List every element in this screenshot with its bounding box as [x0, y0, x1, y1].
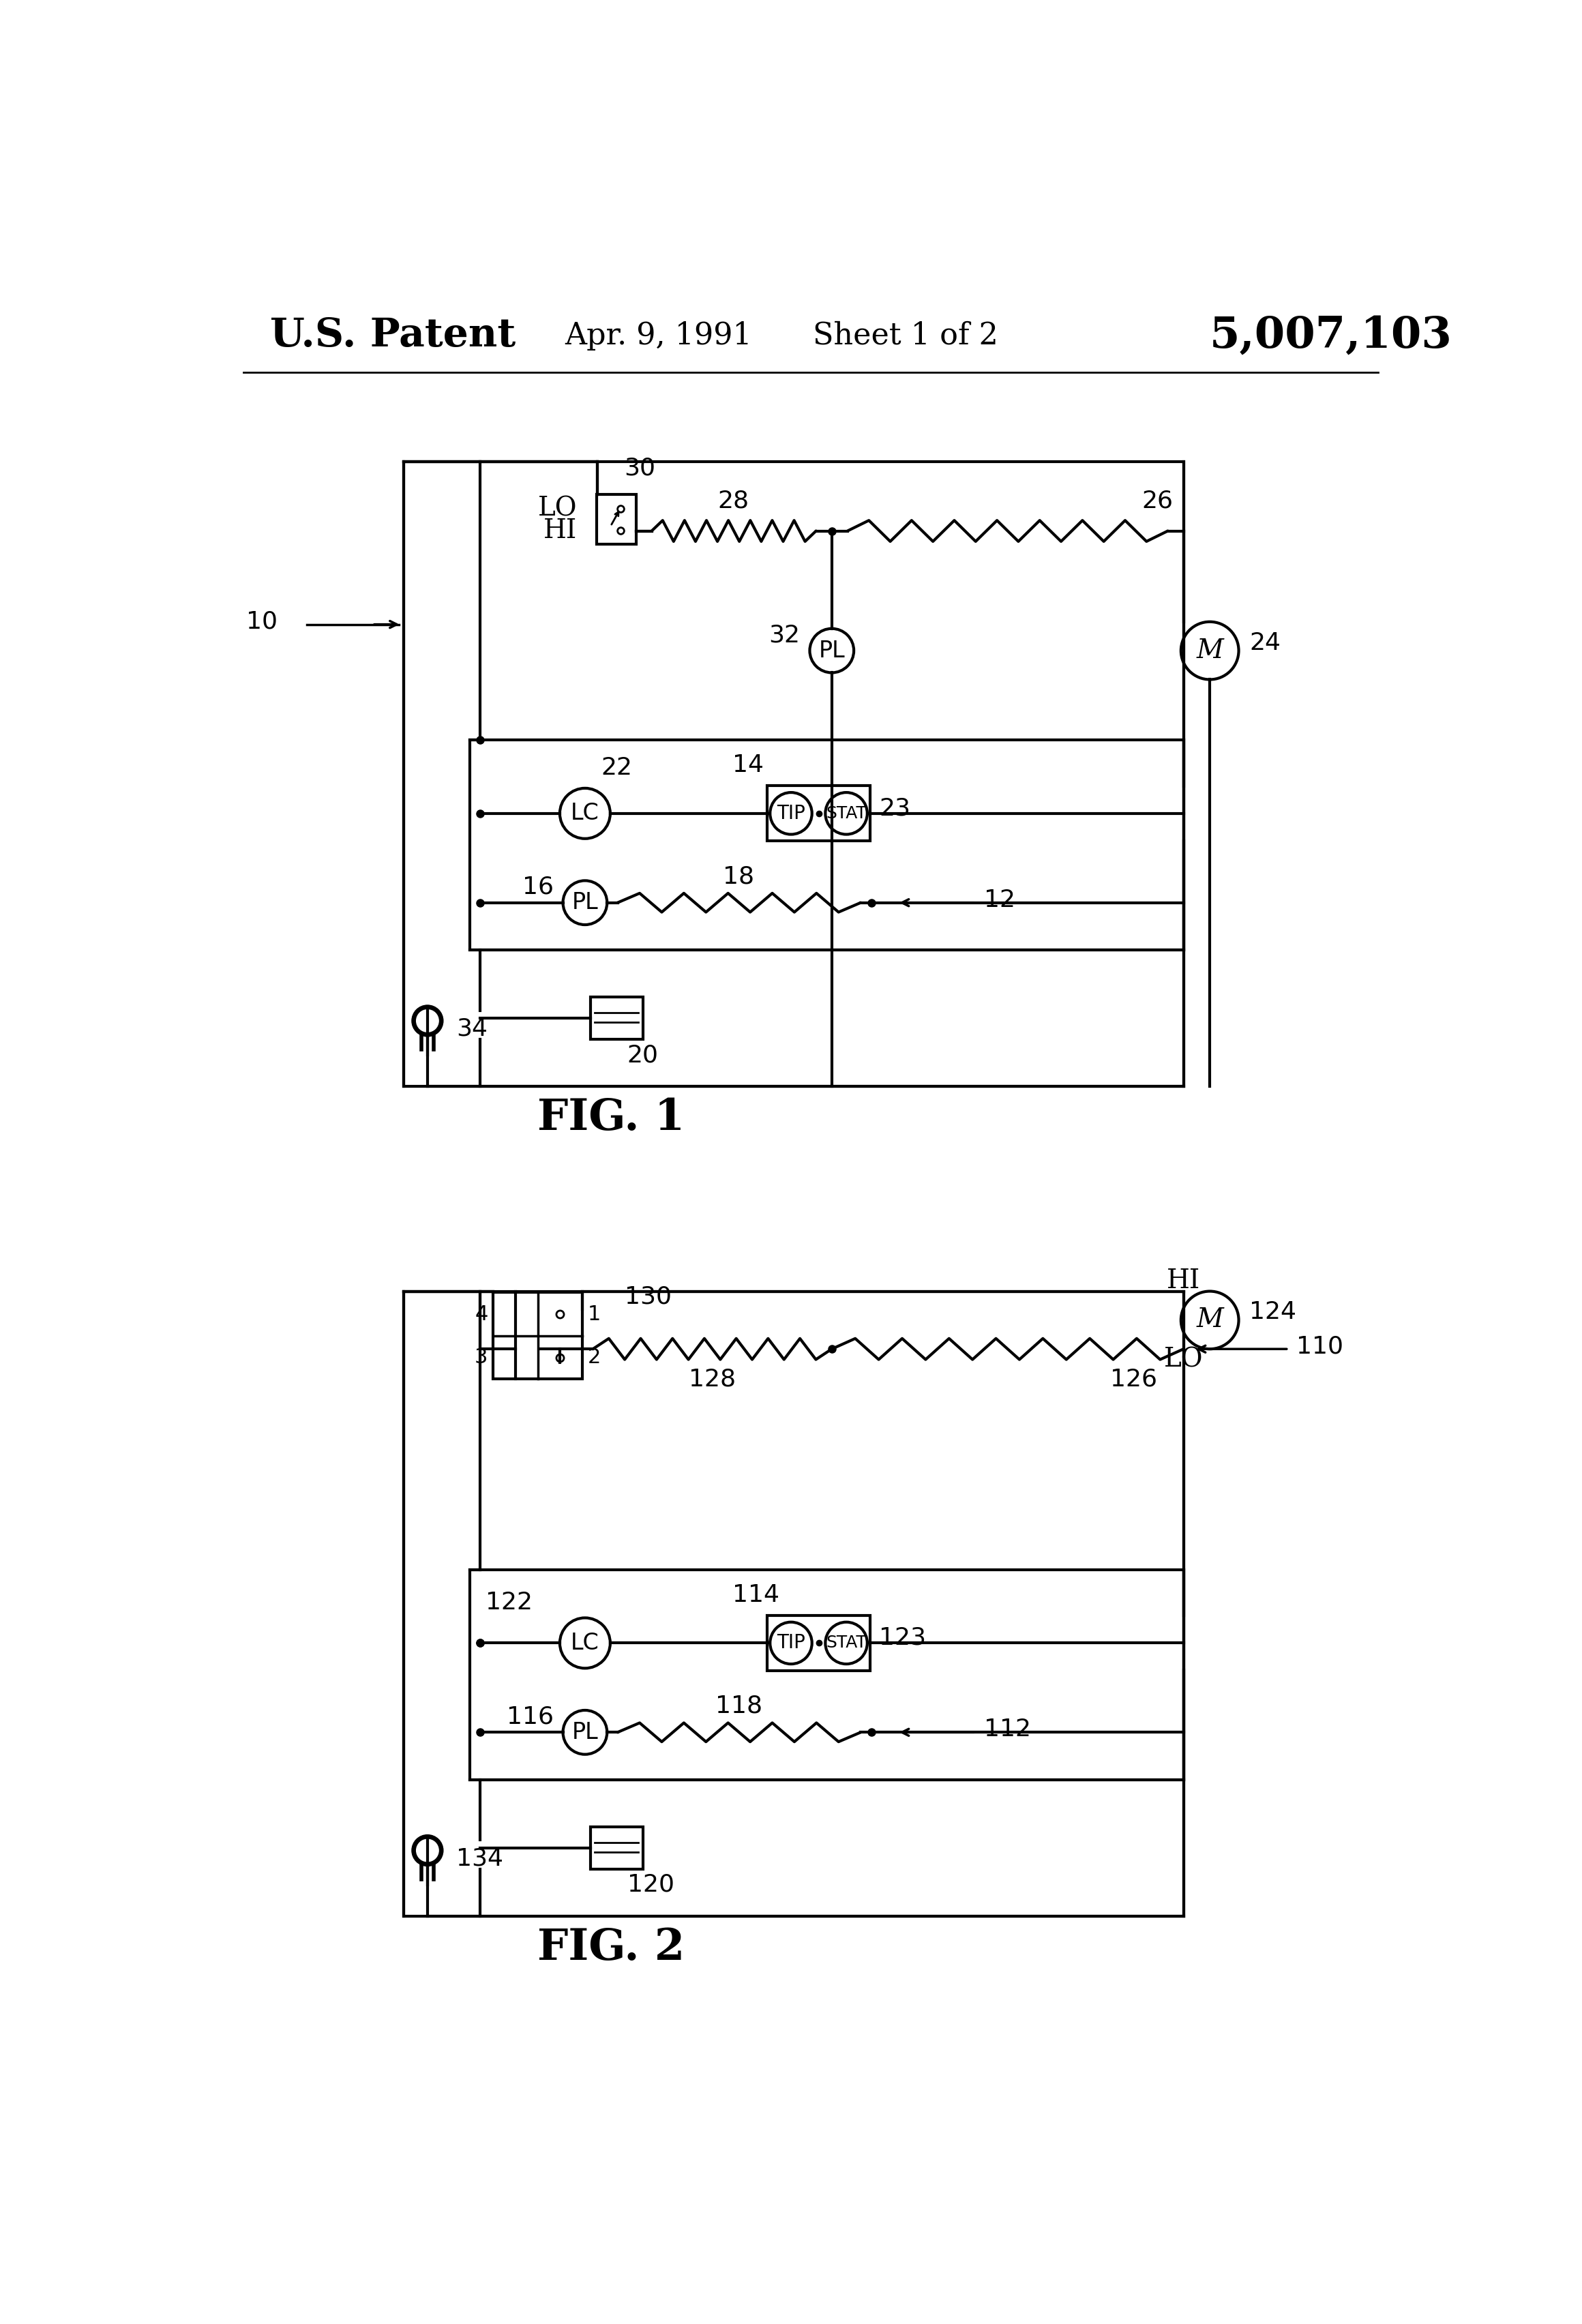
Bar [767, 1615, 870, 1671]
Bar [470, 739, 1183, 951]
Text: 118: 118 [715, 1694, 763, 1717]
Text: 4: 4 [475, 1304, 487, 1325]
Text: 5,007,103: 5,007,103 [1209, 314, 1452, 356]
Text: 134: 134 [456, 1848, 503, 1871]
Text: 128: 128 [688, 1367, 736, 1390]
Text: 116: 116 [506, 1706, 554, 1729]
Text: 23: 23 [880, 797, 910, 820]
Text: Apr. 9, 1991: Apr. 9, 1991 [565, 321, 751, 351]
Text: PL: PL [571, 892, 598, 913]
Text: 130: 130 [625, 1285, 671, 1308]
Text: U.S. Patent: U.S. Patent [271, 316, 516, 356]
Text: 16: 16 [522, 876, 554, 899]
Text: 110: 110 [1297, 1334, 1343, 1357]
Text: 22: 22 [601, 755, 633, 779]
Text: LO: LO [538, 497, 577, 521]
Text: 112: 112 [984, 1717, 1031, 1741]
Circle shape [416, 1009, 440, 1032]
Text: 126: 126 [1111, 1367, 1158, 1390]
Text: PL: PL [571, 1722, 598, 1743]
Bar [596, 495, 636, 544]
Circle shape [416, 1838, 440, 1862]
Bar [767, 786, 870, 841]
Text: M: M [1196, 639, 1223, 662]
Text: 28: 28 [718, 490, 750, 514]
Bar [494, 1292, 582, 1378]
Text: 3: 3 [475, 1348, 487, 1367]
Circle shape [413, 1006, 443, 1037]
Text: 1: 1 [587, 1304, 601, 1325]
Text: M: M [1196, 1308, 1223, 1332]
Bar [470, 1569, 1183, 1780]
Text: 26: 26 [1142, 490, 1174, 514]
Text: HI: HI [544, 518, 577, 544]
Text: 123: 123 [880, 1627, 925, 1650]
Text: STAT: STAT [826, 804, 867, 823]
Text: 124: 124 [1250, 1301, 1296, 1325]
Text: LC: LC [571, 802, 600, 825]
Text: 24: 24 [1250, 632, 1280, 655]
Text: STAT: STAT [826, 1634, 867, 1652]
Text: FIG. 2: FIG. 2 [538, 1927, 685, 1968]
Circle shape [413, 1836, 443, 1866]
Text: 14: 14 [732, 753, 764, 776]
Text: PL: PL [818, 639, 845, 662]
Text: HI: HI [1168, 1269, 1201, 1294]
Text: 120: 120 [626, 1873, 674, 1896]
Bar [590, 997, 642, 1039]
Text: LC: LC [571, 1631, 600, 1655]
Text: FIG. 1: FIG. 1 [538, 1097, 685, 1139]
Text: 122: 122 [486, 1592, 533, 1615]
Text: Sheet 1 of 2: Sheet 1 of 2 [813, 321, 998, 351]
Text: 32: 32 [769, 623, 800, 646]
Text: TIP: TIP [777, 804, 805, 823]
Text: 114: 114 [732, 1583, 778, 1606]
Text: 2: 2 [587, 1348, 601, 1367]
Text: 20: 20 [626, 1043, 658, 1067]
Bar [403, 462, 1183, 1085]
Bar [590, 1827, 642, 1868]
Text: TIP: TIP [777, 1634, 805, 1652]
Text: 12: 12 [984, 888, 1016, 911]
Text: 10: 10 [247, 611, 278, 634]
Bar [403, 1292, 1183, 1915]
Text: 18: 18 [723, 865, 755, 888]
Text: 30: 30 [625, 458, 657, 481]
Text: LO: LO [1164, 1348, 1204, 1371]
Text: 34: 34 [456, 1018, 487, 1041]
